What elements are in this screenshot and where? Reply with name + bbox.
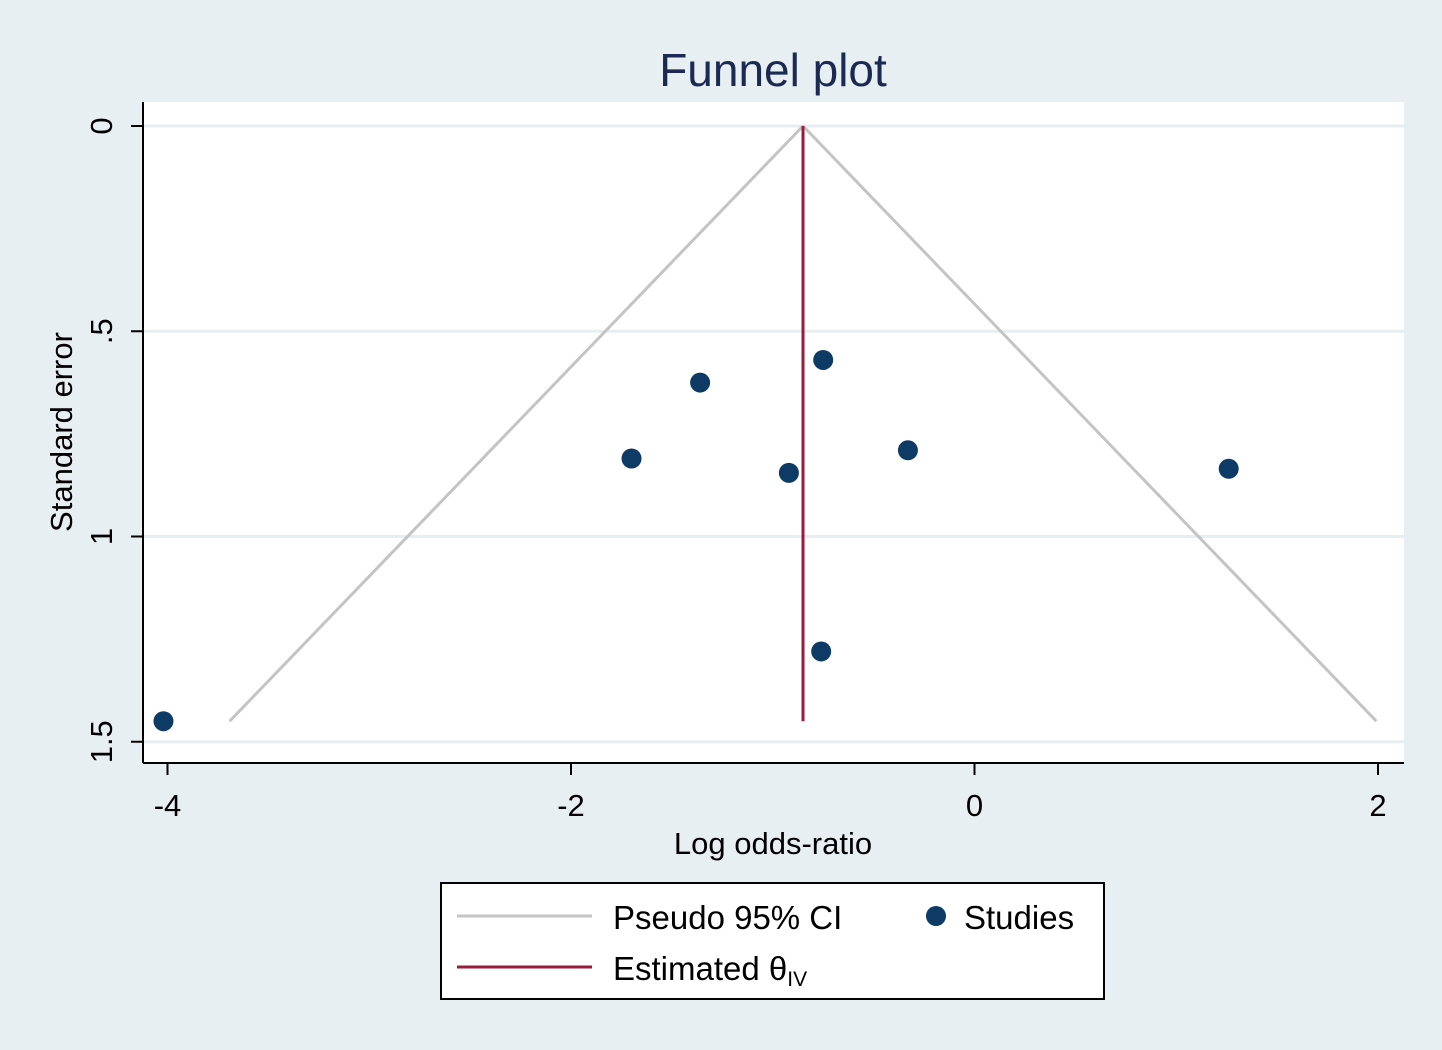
x-tick-label-2: 0: [966, 788, 983, 823]
x-axis-ticks: -4 -2 0 2: [154, 763, 1387, 823]
x-axis-title: Log odds-ratio: [674, 826, 872, 861]
y-tick-label-0: 0: [84, 117, 119, 134]
study-points: [153, 349, 1239, 732]
legend-estimate-subscript: IV: [787, 968, 807, 991]
x-tick-label-0: -4: [154, 788, 182, 823]
y-tick-label-2: 1: [84, 528, 119, 545]
study-point-7: [153, 711, 174, 732]
study-point-5: [1218, 458, 1239, 479]
study-point-2: [621, 448, 642, 469]
ci-line-right: [801, 124, 1378, 723]
study-point-3: [778, 462, 799, 483]
legend-studies-label: Studies: [964, 899, 1074, 936]
study-point-1: [690, 372, 711, 393]
study-point-6: [811, 641, 832, 662]
x-tick-label-3: 2: [1369, 788, 1386, 823]
plot-area: [143, 102, 1404, 762]
legend-studies-marker: [926, 906, 946, 926]
legend-ci-label: Pseudo 95% CI: [613, 899, 842, 936]
study-point-4: [897, 440, 918, 461]
ci-line-left: [228, 124, 805, 723]
y-axis-title: Standard error: [44, 332, 79, 532]
legend-estimate-label: Estimated θIV: [613, 950, 807, 991]
legend-estimate-main: Estimated θ: [613, 950, 787, 987]
legend: Pseudo 95% CI Studies Estimated θIV: [440, 882, 1105, 1000]
chart-title: Funnel plot: [659, 44, 887, 96]
y-tick-label-1: .5: [84, 318, 119, 344]
pseudo-ci-funnel: [228, 124, 1378, 723]
y-axis-ticks: 0 .5 1 1.5: [84, 117, 143, 763]
x-tick-label-1: -2: [557, 788, 585, 823]
grid-lines: [144, 124, 1404, 744]
legend-box: [440, 882, 1105, 1000]
y-tick-label-3: 1.5: [84, 720, 119, 763]
study-point-0: [813, 349, 834, 370]
